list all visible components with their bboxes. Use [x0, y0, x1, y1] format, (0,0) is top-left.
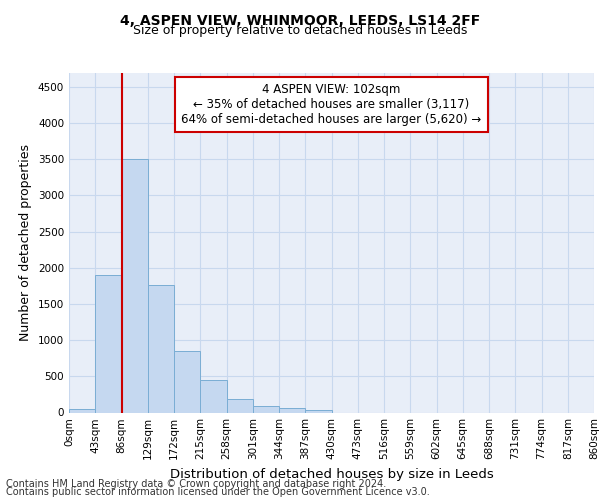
Text: 4 ASPEN VIEW: 102sqm
← 35% of detached houses are smaller (3,117)
64% of semi-de: 4 ASPEN VIEW: 102sqm ← 35% of detached h… [181, 82, 482, 126]
Bar [253, 406, 279, 412]
Text: Size of property relative to detached houses in Leeds: Size of property relative to detached ho… [133, 24, 467, 37]
Bar [95, 275, 121, 412]
Bar [148, 285, 174, 412]
Text: 4, ASPEN VIEW, WHINMOOR, LEEDS, LS14 2FF: 4, ASPEN VIEW, WHINMOOR, LEEDS, LS14 2FF [120, 14, 480, 28]
X-axis label: Distribution of detached houses by size in Leeds: Distribution of detached houses by size … [170, 468, 493, 481]
Text: Contains HM Land Registry data © Crown copyright and database right 2024.: Contains HM Land Registry data © Crown c… [6, 479, 386, 489]
Bar [121, 160, 148, 412]
Bar [200, 380, 227, 412]
Bar [279, 408, 305, 412]
Bar [69, 409, 95, 412]
Bar [174, 351, 200, 412]
Text: Contains public sector information licensed under the Open Government Licence v3: Contains public sector information licen… [6, 487, 430, 497]
Bar [305, 410, 331, 412]
Y-axis label: Number of detached properties: Number of detached properties [19, 144, 32, 341]
Bar [227, 399, 253, 412]
